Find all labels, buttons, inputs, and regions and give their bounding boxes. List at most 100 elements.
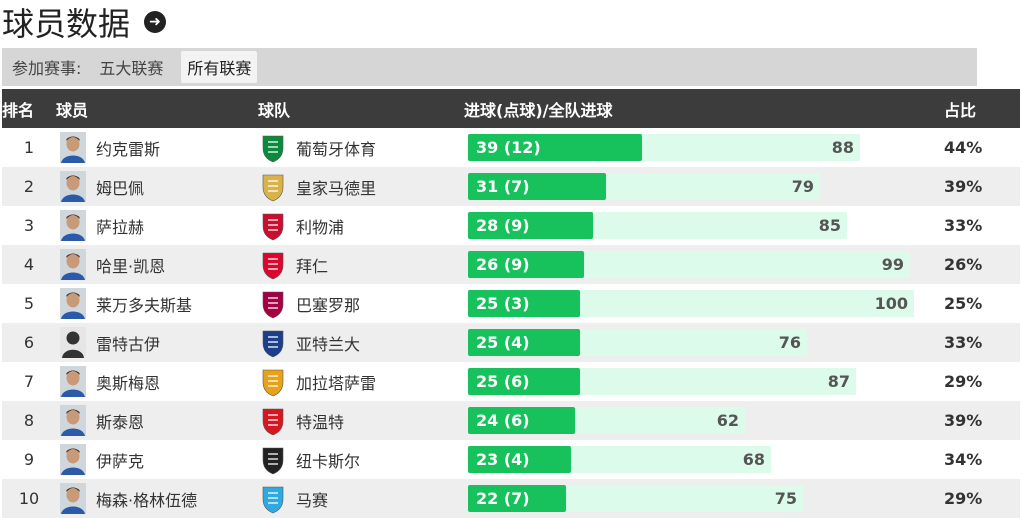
rank-cell: 3 bbox=[2, 206, 56, 245]
table-row[interactable]: 7 奥斯梅恩 加拉塔萨雷 87 25 (6) 29% bbox=[2, 362, 1020, 401]
player-name[interactable]: 哈里·凯恩 bbox=[96, 253, 165, 277]
team-name[interactable]: 特温特 bbox=[296, 409, 344, 433]
player-photo-icon bbox=[60, 444, 86, 475]
player-cell[interactable]: 梅森·格林伍德 bbox=[56, 479, 258, 518]
team-name[interactable]: 加拉塔萨雷 bbox=[296, 370, 376, 394]
player-goals-label: 23 (4) bbox=[476, 446, 530, 473]
player-photo-icon bbox=[60, 210, 86, 241]
team-cell[interactable]: 皇家马德里 bbox=[258, 167, 464, 206]
player-goals-label: 39 (12) bbox=[476, 134, 541, 161]
rank-cell: 9 bbox=[2, 440, 56, 479]
team-cell[interactable]: 巴塞罗那 bbox=[258, 284, 464, 323]
header-player[interactable]: 球员 bbox=[56, 89, 258, 128]
table-row[interactable]: 9 伊萨克 纽卡斯尔 68 23 (4) 34% bbox=[2, 440, 1020, 479]
player-cell[interactable]: 斯泰恩 bbox=[56, 401, 258, 440]
filter-label: 参加赛事: bbox=[12, 55, 81, 79]
pct-cell: 39% bbox=[944, 401, 1020, 440]
pct-cell: 44% bbox=[944, 128, 1020, 167]
table-row[interactable]: 6 雷特古伊 亚特兰大 76 25 (4) 33% bbox=[2, 323, 1020, 362]
team-cell[interactable]: 马赛 bbox=[258, 479, 464, 518]
team-cell[interactable]: 葡萄牙体育 bbox=[258, 128, 464, 167]
team-cell[interactable]: 拜仁 bbox=[258, 245, 464, 284]
goals-cell: 99 26 (9) bbox=[464, 245, 944, 284]
team-name[interactable]: 利物浦 bbox=[296, 214, 344, 238]
rank-cell: 7 bbox=[2, 362, 56, 401]
goals-cell: 68 23 (4) bbox=[464, 440, 944, 479]
twente-crest-icon bbox=[260, 406, 286, 436]
rank-cell: 5 bbox=[2, 284, 56, 323]
player-name[interactable]: 萨拉赫 bbox=[96, 214, 144, 238]
team-name[interactable]: 亚特兰大 bbox=[296, 331, 360, 355]
player-cell[interactable]: 伊萨克 bbox=[56, 440, 258, 479]
player-cell[interactable]: 萨拉赫 bbox=[56, 206, 258, 245]
goals-cell: 62 24 (6) bbox=[464, 401, 944, 440]
team-cell[interactable]: 特温特 bbox=[258, 401, 464, 440]
player-cell[interactable]: 约克雷斯 bbox=[56, 128, 258, 167]
rank-cell: 1 bbox=[2, 128, 56, 167]
page-header: 球员数据 ➜ bbox=[2, 0, 166, 44]
rank-cell: 4 bbox=[2, 245, 56, 284]
goals-cell: 100 25 (3) bbox=[464, 284, 944, 323]
table-row[interactable]: 2 姆巴佩 皇家马德里 79 31 (7) 39% bbox=[2, 167, 1020, 206]
player-photo-icon bbox=[60, 171, 86, 202]
player-name[interactable]: 梅森·格林伍德 bbox=[96, 487, 197, 511]
pct-cell: 25% bbox=[944, 284, 1020, 323]
filter-option-all[interactable]: 所有联赛 bbox=[181, 51, 257, 83]
team-name[interactable]: 葡萄牙体育 bbox=[296, 136, 376, 160]
player-stats-table: 排名 球员 球队 进球(点球)/全队进球 占比 1 约克雷斯 葡萄牙体育 88 39 (… bbox=[2, 89, 1020, 518]
player-goals-label: 24 (6) bbox=[476, 407, 530, 434]
team-name[interactable]: 巴塞罗那 bbox=[296, 292, 360, 316]
team-name[interactable]: 拜仁 bbox=[296, 253, 328, 277]
header-team[interactable]: 球队 bbox=[258, 89, 464, 128]
team-name[interactable]: 纽卡斯尔 bbox=[296, 448, 360, 472]
player-name[interactable]: 斯泰恩 bbox=[96, 409, 144, 433]
player-name[interactable]: 莱万多夫斯基 bbox=[96, 292, 192, 316]
table-row[interactable]: 3 萨拉赫 利物浦 85 28 (9) 33% bbox=[2, 206, 1020, 245]
player-goals-label: 25 (4) bbox=[476, 329, 530, 356]
header-rank[interactable]: 排名 bbox=[2, 89, 56, 128]
team-cell[interactable]: 加拉塔萨雷 bbox=[258, 362, 464, 401]
pct-cell: 33% bbox=[944, 323, 1020, 362]
goals-cell: 76 25 (4) bbox=[464, 323, 944, 362]
goals-bar-chart: 99 26 (9) bbox=[468, 251, 944, 278]
team-name[interactable]: 皇家马德里 bbox=[296, 175, 376, 199]
goals-bar-chart: 88 39 (12) bbox=[468, 134, 944, 161]
player-photo-icon bbox=[60, 288, 86, 319]
player-cell[interactable]: 姆巴佩 bbox=[56, 167, 258, 206]
header-goals[interactable]: 进球(点球)/全队进球 bbox=[464, 89, 944, 128]
pct-cell: 39% bbox=[944, 167, 1020, 206]
player-cell[interactable]: 莱万多夫斯基 bbox=[56, 284, 258, 323]
atalanta-crest-icon bbox=[260, 328, 286, 358]
goals-bar-chart: 87 25 (6) bbox=[468, 368, 944, 395]
player-name[interactable]: 伊萨克 bbox=[96, 448, 144, 472]
player-name[interactable]: 雷特古伊 bbox=[96, 331, 160, 355]
goals-bar-chart: 100 25 (3) bbox=[468, 290, 944, 317]
table-row[interactable]: 4 哈里·凯恩 拜仁 99 26 (9) 26% bbox=[2, 245, 1020, 284]
team-cell[interactable]: 亚特兰大 bbox=[258, 323, 464, 362]
team-name[interactable]: 马赛 bbox=[296, 487, 328, 511]
player-cell[interactable]: 雷特古伊 bbox=[56, 323, 258, 362]
player-cell[interactable]: 奥斯梅恩 bbox=[56, 362, 258, 401]
table-row[interactable]: 1 约克雷斯 葡萄牙体育 88 39 (12) 44% bbox=[2, 128, 1020, 167]
header-pct[interactable]: 占比 bbox=[944, 89, 1020, 128]
team-cell[interactable]: 纽卡斯尔 bbox=[258, 440, 464, 479]
filter-option-top5[interactable]: 五大联赛 bbox=[93, 51, 169, 83]
team-cell[interactable]: 利物浦 bbox=[258, 206, 464, 245]
arrow-right-circle-icon[interactable]: ➜ bbox=[144, 11, 166, 33]
player-goals-label: 26 (9) bbox=[476, 251, 530, 278]
sporting-cp-crest-icon bbox=[260, 133, 286, 163]
goals-cell: 75 22 (7) bbox=[464, 479, 944, 518]
player-name[interactable]: 奥斯梅恩 bbox=[96, 370, 160, 394]
player-cell[interactable]: 哈里·凯恩 bbox=[56, 245, 258, 284]
pct-cell: 26% bbox=[944, 245, 1020, 284]
player-goals-label: 28 (9) bbox=[476, 212, 530, 239]
galatasaray-crest-icon bbox=[260, 367, 286, 397]
table-row[interactable]: 8 斯泰恩 特温特 62 24 (6) 39% bbox=[2, 401, 1020, 440]
player-name[interactable]: 约克雷斯 bbox=[96, 136, 160, 160]
real-madrid-crest-icon bbox=[260, 172, 286, 202]
table-row[interactable]: 10 梅森·格林伍德 马赛 75 22 (7) 29% bbox=[2, 479, 1020, 518]
rank-cell: 6 bbox=[2, 323, 56, 362]
table-row[interactable]: 5 莱万多夫斯基 巴塞罗那 100 25 (3) 25% bbox=[2, 284, 1020, 323]
player-name[interactable]: 姆巴佩 bbox=[96, 175, 144, 199]
player-goals-label: 25 (3) bbox=[476, 290, 530, 317]
